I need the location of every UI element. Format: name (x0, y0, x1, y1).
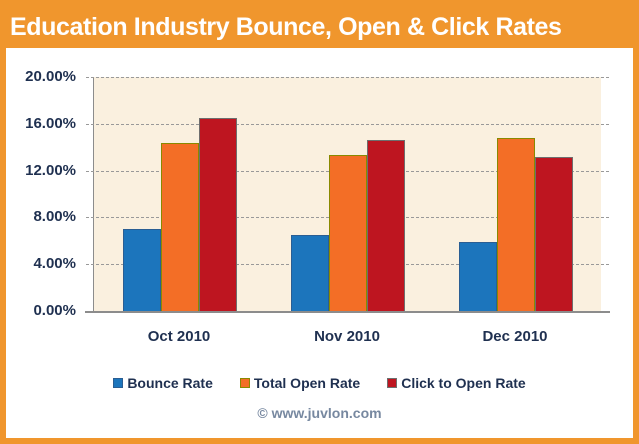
bar (291, 235, 329, 311)
legend-label: Click to Open Rate (401, 375, 526, 391)
copyright-credit: © www.juvlon.com (257, 405, 382, 421)
x-axis-category-label: Nov 2010 (314, 328, 380, 345)
x-axis-category-label: Dec 2010 (482, 328, 548, 345)
y-axis-tick-label: 8.00% (33, 208, 76, 226)
y-axis-tick-label: 20.00% (25, 68, 76, 85)
bar (459, 242, 497, 311)
x-axis-category-label: Oct 2010 (147, 328, 211, 345)
y-axis-tick-label: 16.00% (25, 114, 76, 132)
bar (329, 155, 367, 311)
bar (161, 143, 199, 311)
bar (497, 138, 535, 311)
legend-label: Bounce Rate (127, 375, 213, 391)
legend-color-swatch (113, 378, 124, 388)
x-axis-line (85, 311, 610, 313)
legend-color-swatch (387, 378, 398, 388)
bar (367, 140, 405, 311)
legend-item: Bounce Rate (113, 375, 213, 391)
y-axis-tick-label: 0.00% (33, 302, 76, 319)
legend-label: Total Open Rate (253, 375, 361, 391)
bar-group (459, 138, 573, 311)
page-title: Education Industry Bounce, Open & Click … (10, 13, 562, 41)
legend: Bounce Rate Total Open Rate Click to Open … (6, 375, 633, 391)
bar (535, 157, 573, 311)
bar-group (123, 118, 237, 311)
gridline (86, 123, 609, 125)
title-banner: Education Industry Bounce, Open & Click … (6, 6, 633, 48)
legend-item: Click to Open Rate (387, 375, 526, 391)
bar (123, 229, 161, 311)
bar (199, 118, 237, 311)
y-axis-tick-label: 4.00% (33, 255, 76, 273)
y-axis-tick-label: 12.00% (25, 161, 76, 179)
gridline (86, 77, 609, 78)
legend-color-swatch (239, 378, 250, 388)
legend-item: Total Open Rate (239, 375, 361, 391)
plot-area (85, 77, 610, 313)
bar-group (291, 140, 405, 311)
